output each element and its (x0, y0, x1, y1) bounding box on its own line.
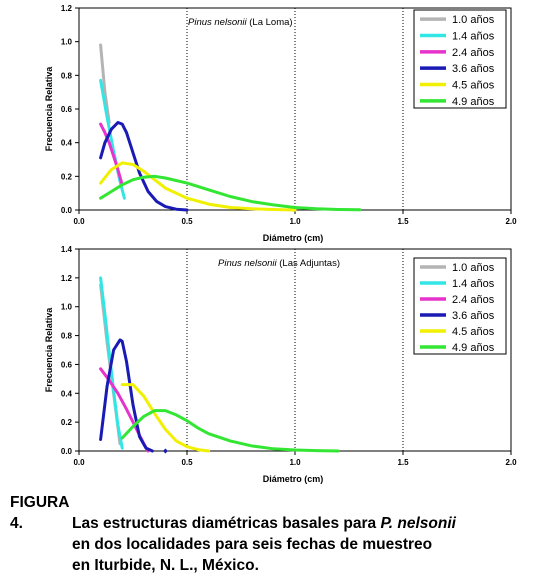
x-tick-label: 1.5 (397, 458, 409, 467)
chart-title-site: (Las Adjuntas) (277, 258, 340, 269)
y-tick-label: 0.4 (61, 389, 73, 398)
chart-title: Pinus nelsonii (Las Adjuntas) (218, 258, 340, 269)
caption-species: P. nelsonii (380, 515, 456, 532)
series-line-5 (120, 383, 211, 453)
series-line-4 (99, 121, 189, 212)
series-line-6 (99, 174, 362, 212)
y-tick-label: 0.8 (61, 332, 73, 341)
y-tick-label: 0.2 (61, 418, 73, 427)
series-line-3 (99, 122, 124, 187)
caption-label: FIGURA 4. (10, 494, 69, 532)
y-tick-label: 0.6 (61, 105, 73, 114)
x-tick-label: 0.0 (73, 217, 85, 226)
legend-label-6: 4.9 años (452, 342, 495, 354)
y-tick-label: 0.6 (61, 360, 73, 369)
y-tick-label: 1.2 (61, 4, 73, 13)
y-tick-label: 1.0 (61, 38, 73, 47)
legend-label-5: 4.5 años (452, 326, 495, 338)
chart-panel-1: 0.0 0.5 1.0 1.5 2.0 0.0 0.2 0.4 0.6 0.8 1.0 1.2 Diám… (44, 4, 517, 243)
y-tick-label: 1.0 (61, 303, 73, 312)
legend-label-5: 4.5 años (452, 80, 495, 92)
x-axis-label: Diámetro (cm) (263, 474, 324, 484)
y-tick-label: 0.0 (61, 206, 73, 215)
x-tick-label: 0.0 (73, 458, 85, 467)
chart-title-species: Pinus nelsonii (218, 258, 278, 269)
legend-box (413, 257, 507, 355)
x-tick-label: 2.0 (505, 458, 517, 467)
series-marker-4 (162, 448, 168, 454)
x-tick-label: 1.5 (397, 217, 409, 226)
y-tick-label: 0.8 (61, 71, 73, 80)
chart-title-site: (La Loma) (247, 17, 293, 28)
legend-label-2: 1.4 años (452, 278, 495, 290)
caption-line2: en dos localidades para seis fechas de m… (72, 536, 433, 553)
series-line-4 (99, 338, 154, 453)
y-axis-label: Frecuencia Relativa (44, 307, 54, 393)
legend-label-4: 3.6 años (452, 63, 495, 75)
chart-title: Pinus nelsonii (La Loma) (188, 17, 293, 28)
legend: 1.0 años 1.4 años 2.4 años 3.6 años 4.5 años… (413, 9, 507, 109)
series-line-6 (120, 409, 340, 453)
x-tick-label: 0.5 (181, 458, 193, 467)
y-tick-label: 0.2 (61, 172, 73, 181)
legend: 1.0 años 1.4 años 2.4 años 3.6 años 4.5 años… (413, 257, 507, 355)
x-axis-label: Diámetro (cm) (263, 233, 324, 243)
series-line-2 (99, 276, 124, 450)
y-tick-label: 1.2 (61, 274, 73, 283)
caption-line3: en Iturbide, N. L., México. (72, 557, 259, 574)
chart-panel-2: 0.0 0.5 1.0 1.5 2.0 0.0 0.2 0.4 0.6 0.8 1.0 1.2 1.4 D… (44, 245, 517, 484)
legend-label-1: 1.0 años (452, 14, 495, 26)
legend-label-6: 4.9 años (452, 96, 495, 108)
series-line-5 (99, 161, 297, 212)
caption-line1: Las estructuras diamétricas basales para (72, 515, 381, 532)
x-tick-label: 2.0 (505, 217, 517, 226)
y-tick-label: 1.4 (61, 245, 73, 254)
figure-caption: FIGURA 4. Las estructuras diamétricas bas… (10, 492, 532, 576)
legend-label-4: 3.6 años (452, 310, 495, 322)
series-line-1 (99, 43, 111, 124)
x-tick-label: 1.0 (289, 217, 301, 226)
figure-charts: 0.0 0.5 1.0 1.5 2.0 0.0 0.2 0.4 0.6 0.8 1.0 1.2 Diám… (44, 4, 517, 484)
y-tick-label: 0.0 (61, 447, 73, 456)
y-tick-label: 0.4 (61, 139, 73, 148)
legend-box (413, 9, 507, 109)
legend-label-2: 1.4 años (452, 31, 495, 43)
legend-label-1: 1.0 años (452, 262, 495, 274)
legend-label-3: 2.4 años (452, 47, 495, 59)
x-tick-label: 0.5 (181, 217, 193, 226)
legend-label-3: 2.4 años (452, 294, 495, 306)
chart-title-species: Pinus nelsonii (188, 17, 248, 28)
x-tick-label: 1.0 (289, 458, 301, 467)
y-axis-label: Frecuencia Relativa (44, 66, 54, 152)
